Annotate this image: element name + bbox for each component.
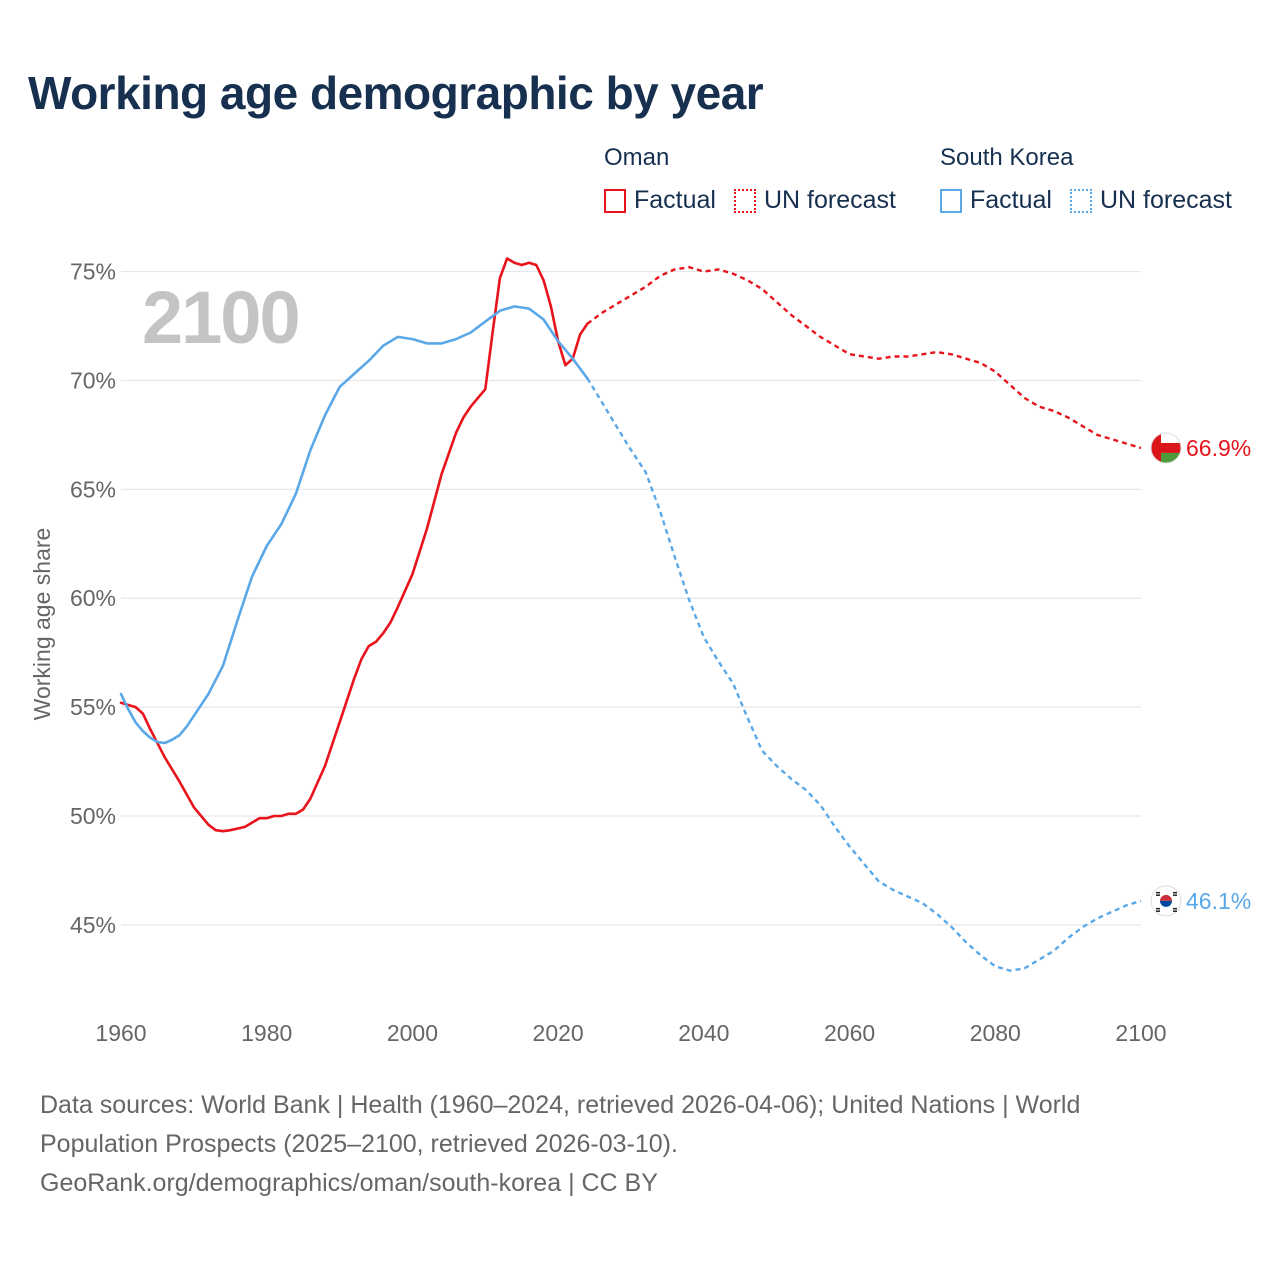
y-tick-label: 75% bbox=[70, 259, 116, 285]
x-tick-label: 1980 bbox=[241, 1020, 292, 1046]
legend-title-oman: Oman bbox=[604, 144, 670, 171]
y-tick-label: 55% bbox=[70, 694, 116, 720]
solid-swatch-icon bbox=[604, 188, 626, 213]
legend-item-korea-factual[interactable]: Factual bbox=[940, 186, 1052, 215]
series-line-south-korea-forecast[interactable] bbox=[586, 377, 1142, 972]
legend-label: Factual bbox=[970, 186, 1052, 214]
south-korea-flag-icon bbox=[1150, 885, 1182, 917]
y-axis-label: Working age share bbox=[29, 528, 55, 721]
legend-label: Factual bbox=[634, 186, 716, 214]
legend-item-oman-factual[interactable]: Factual bbox=[604, 186, 716, 215]
oman-flag-icon bbox=[1151, 432, 1181, 463]
legend-item-korea-forecast[interactable]: UN forecast bbox=[1069, 186, 1232, 215]
series-line-oman-forecast[interactable] bbox=[586, 266, 1142, 450]
dotted-swatch-icon bbox=[1069, 188, 1092, 213]
x-tick-label: 2000 bbox=[387, 1020, 438, 1046]
line-chart: 45% 50% 55% 60% 65% 70% 75% 1960 1980 2000 2020 20… bbox=[29, 257, 1251, 1046]
y-tick-label: 50% bbox=[70, 803, 116, 829]
x-tick-label: 2060 bbox=[824, 1020, 875, 1046]
sources-line-2: Population Prospects (2025–2100, retriev… bbox=[40, 1130, 678, 1158]
x-tick-label: 2100 bbox=[1115, 1020, 1166, 1046]
x-tick-label: 2020 bbox=[533, 1020, 584, 1046]
series-line-south-korea-factual[interactable] bbox=[119, 305, 589, 745]
sources-line-3: GeoRank.org/demographics/oman/south-kore… bbox=[40, 1169, 658, 1197]
data-sources: Data sources: World Bank | Health (1960–… bbox=[40, 1086, 1200, 1203]
legend-label: UN forecast bbox=[763, 186, 896, 214]
solid-swatch-icon bbox=[940, 188, 962, 213]
legend-label: UN forecast bbox=[1099, 186, 1232, 214]
x-tick-label: 2080 bbox=[970, 1020, 1021, 1046]
x-tick-label: 1960 bbox=[95, 1020, 146, 1046]
end-value-label-south-korea: 46.1% bbox=[1186, 888, 1251, 914]
y-tick-label: 70% bbox=[70, 367, 116, 393]
year-overlay: 2100 bbox=[142, 276, 299, 359]
x-tick-label: 2040 bbox=[678, 1020, 729, 1046]
legend-group-oman: Oman Factual UN forecast bbox=[604, 144, 914, 215]
y-tick-label: 60% bbox=[70, 585, 116, 611]
legend-item-oman-forecast[interactable]: UN forecast bbox=[733, 186, 896, 215]
flag-outline bbox=[1150, 432, 1182, 464]
dotted-swatch-icon bbox=[733, 188, 756, 213]
legend-title-south-korea: South Korea bbox=[940, 144, 1074, 171]
legend-group-south-korea: South Korea Factual UN forecast bbox=[940, 144, 1250, 215]
chart-title: Working age demographic by year bbox=[28, 67, 764, 119]
sources-line-1: Data sources: World Bank | Health (1960–… bbox=[40, 1091, 1081, 1119]
end-value-label-oman: 66.9% bbox=[1186, 435, 1251, 461]
y-tick-label: 45% bbox=[70, 912, 116, 938]
y-tick-label: 65% bbox=[70, 476, 116, 502]
series-line-oman-factual[interactable] bbox=[119, 257, 589, 833]
